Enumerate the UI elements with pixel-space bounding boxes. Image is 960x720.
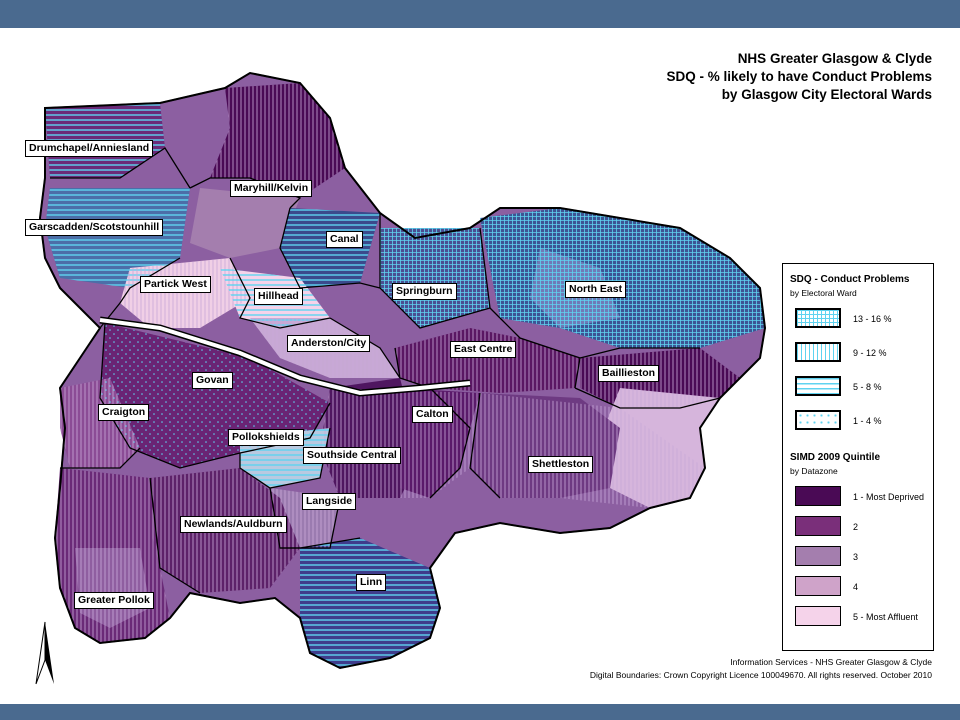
legend-swatch-simd-2 bbox=[795, 516, 841, 536]
legend-simd-class-5: 5 - Most Affluent bbox=[853, 612, 918, 622]
ward-label-govan: Govan bbox=[192, 372, 233, 389]
title-line-1: NHS Greater Glasgow & Clyde bbox=[737, 51, 932, 66]
pattern-overlay bbox=[280, 208, 380, 288]
pattern-overlay bbox=[470, 393, 705, 508]
footer-line-2: Digital Boundaries: Crown Copyright Lice… bbox=[589, 670, 932, 680]
legend-simd-subtitle: by Datazone bbox=[790, 466, 838, 476]
river-clyde bbox=[99, 318, 471, 396]
pattern-overlay bbox=[120, 258, 250, 328]
ward-label-canal: Canal bbox=[326, 231, 363, 248]
pattern-overlay bbox=[395, 328, 580, 393]
pattern-overlay bbox=[480, 208, 765, 348]
ward-label-craigton: Craigton bbox=[98, 404, 150, 421]
ward-label-newlands-auldburn: Newlands/Auldburn bbox=[180, 516, 287, 533]
pattern-overlay bbox=[300, 538, 440, 668]
ward-label-hillhead: Hillhead bbox=[254, 288, 303, 305]
ward-label-greater-pollok: Greater Pollok bbox=[74, 592, 154, 609]
legend-simd-class-2: 2 bbox=[853, 522, 859, 532]
city-boundary bbox=[38, 71, 767, 670]
legend-swatch-dots bbox=[795, 410, 841, 430]
ward-label-langside: Langside bbox=[302, 493, 357, 510]
ward-label-springburn: Springburn bbox=[392, 283, 457, 300]
ward-label-north-east: North East bbox=[565, 281, 627, 298]
legend-sdq-class-3: 5 - 8 % bbox=[853, 382, 882, 392]
ward-label-drumchapel-anniesland: Drumchapel/Anniesland bbox=[25, 140, 154, 157]
ward-label-baillieston: Baillieston bbox=[598, 365, 660, 382]
pattern-overlay bbox=[60, 378, 140, 468]
ward-label-maryhill-kelvin: Maryhill/Kelvin bbox=[230, 180, 313, 197]
map-legend: SDQ - Conduct Problems by Electoral Ward… bbox=[782, 263, 934, 651]
map-footer: Information Services - NHS Greater Glasg… bbox=[590, 656, 932, 682]
legend-swatch-simd-4 bbox=[795, 576, 841, 596]
pattern-overlay bbox=[580, 348, 740, 408]
footer-line-1: Information Services - NHS Greater Glasg… bbox=[730, 657, 932, 667]
legend-sdq-class-4: 1 - 4 % bbox=[853, 416, 882, 426]
legend-simd-title: SIMD 2009 Quintile bbox=[790, 452, 881, 463]
legend-simd-class-4: 4 bbox=[853, 582, 859, 592]
ward-label-anderston-city: Anderston/City bbox=[287, 335, 371, 352]
north-arrow-icon bbox=[35, 621, 54, 685]
legend-sdq-class-2: 9 - 12 % bbox=[853, 348, 887, 358]
ward-label-shettleston: Shettleston bbox=[528, 456, 594, 473]
map-frame: NHS Greater Glasgow & Clyde SDQ - % like… bbox=[0, 28, 960, 704]
legend-swatch-simd-3 bbox=[795, 546, 841, 566]
legend-simd-class-1: 1 - Most Deprived bbox=[853, 492, 925, 502]
legend-simd-class-3: 3 bbox=[853, 552, 859, 562]
ward-label-southside-central: Southside Central bbox=[303, 447, 401, 464]
legend-swatch-horizontal bbox=[795, 376, 841, 396]
legend-swatch-simd-1 bbox=[795, 486, 841, 506]
legend-swatch-vertical bbox=[795, 342, 841, 362]
legend-sdq-title: SDQ - Conduct Problems bbox=[790, 274, 910, 285]
ward-label-partick-west: Partick West bbox=[140, 276, 211, 293]
ward-label-garscadden-scotstounhill: Garscadden/Scotstounhill bbox=[25, 219, 164, 236]
pattern-overlay bbox=[45, 188, 190, 288]
legend-sdq-subtitle: by Electoral Ward bbox=[790, 288, 857, 298]
ward-label-calton: Calton bbox=[412, 406, 453, 423]
title-line-3: by Glasgow City Electoral Wards bbox=[721, 87, 932, 102]
pattern-overlay bbox=[210, 83, 345, 198]
legend-swatch-simd-5 bbox=[795, 606, 841, 626]
legend-sdq-class-1: 13 - 16 % bbox=[853, 314, 892, 324]
ward-label-linn: Linn bbox=[356, 574, 387, 591]
map-title: NHS Greater Glasgow & Clyde SDQ - % like… bbox=[666, 50, 932, 104]
ward-label-pollokshields: Pollokshields bbox=[228, 429, 304, 446]
simd-zone bbox=[190, 188, 300, 258]
pattern-overlay bbox=[380, 228, 490, 328]
title-line-2: SDQ - % likely to have Conduct Problems bbox=[666, 69, 932, 84]
legend-swatch-grid bbox=[795, 308, 841, 328]
ward-label-east-centre: East Centre bbox=[450, 341, 517, 358]
